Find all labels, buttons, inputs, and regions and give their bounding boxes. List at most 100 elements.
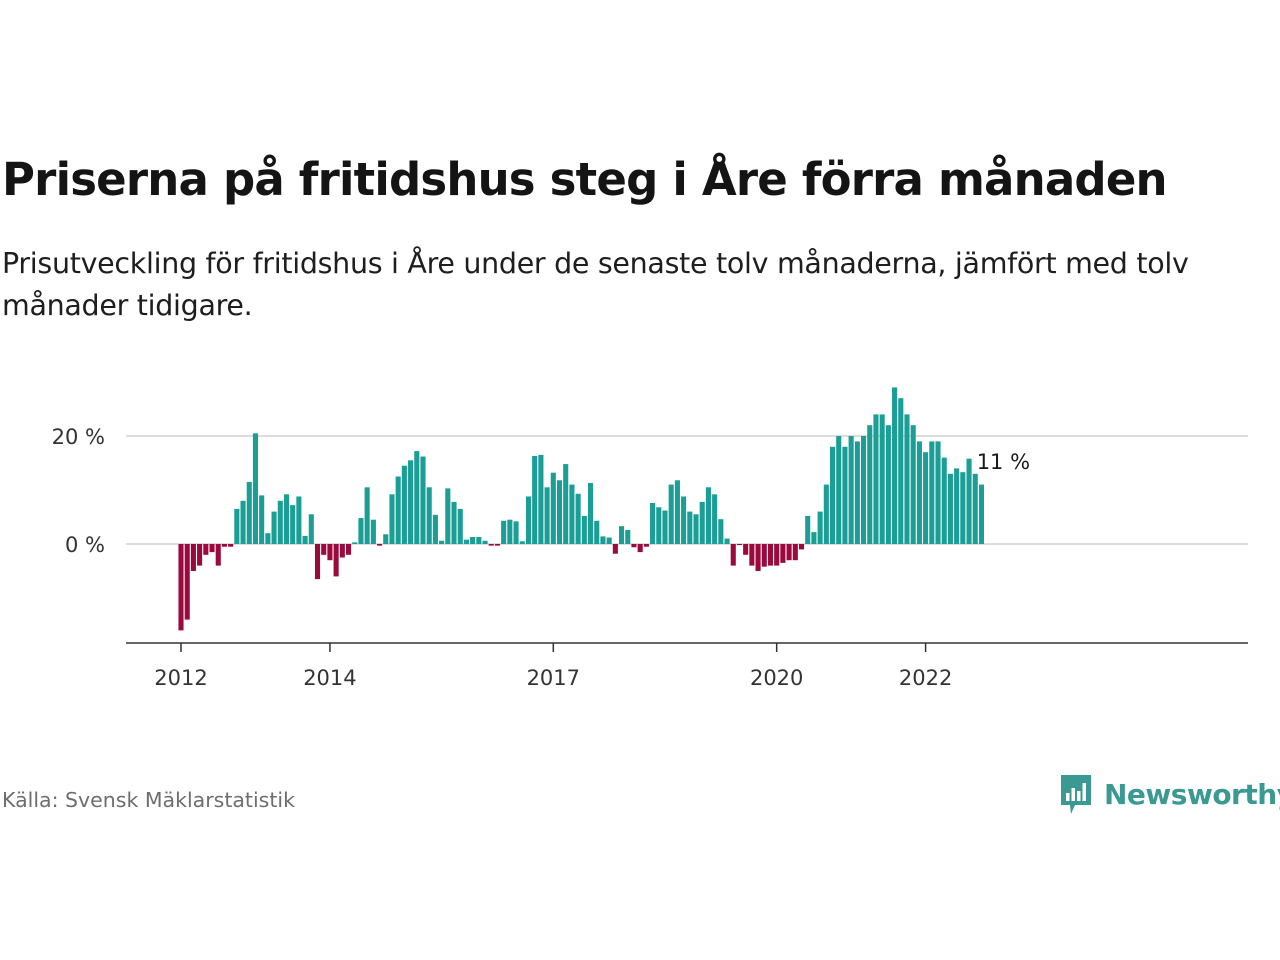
bar — [867, 425, 873, 544]
bar — [563, 464, 569, 544]
bar — [532, 455, 538, 544]
bar — [774, 544, 780, 566]
bar — [892, 387, 898, 544]
bar — [712, 494, 718, 544]
x-tick-label: 2012 — [154, 666, 207, 690]
bar — [339, 544, 345, 558]
bar — [333, 544, 339, 577]
bar — [414, 451, 420, 544]
newsworthy-chart-bubble-icon — [1061, 775, 1091, 814]
bar — [910, 425, 916, 544]
chart-title: Priserna på fritidshus steg i Åre förra … — [2, 153, 1168, 206]
bar — [494, 544, 500, 546]
bar — [271, 511, 277, 544]
chart-subtitle: Prisutveckling för fritidshus i Åre unde… — [2, 247, 1189, 322]
bar — [687, 511, 693, 544]
bar — [395, 476, 401, 544]
bar — [302, 535, 308, 544]
bar — [277, 500, 283, 544]
bar — [817, 511, 823, 544]
bar — [544, 487, 550, 544]
bar — [470, 536, 476, 544]
bar — [228, 544, 234, 547]
bar — [197, 544, 203, 566]
bar — [259, 495, 265, 544]
bar — [811, 532, 817, 544]
bar — [488, 544, 494, 546]
last-value-label: 11 % — [977, 450, 1030, 474]
newsworthy-logo[interactable]: Newsworthy — [1058, 772, 1280, 818]
bar — [314, 544, 321, 580]
bar — [643, 544, 649, 547]
bar-chart-svg: 0 % 20 % 2012 2014 2017 2020 2022 11 % — [52, 387, 1248, 690]
bar — [439, 540, 445, 544]
bar — [451, 501, 457, 544]
labels: 0 % 20 % 2012 2014 2017 2020 2022 11 % — [52, 425, 1030, 690]
bar — [705, 487, 711, 544]
bar — [612, 544, 618, 554]
bar — [203, 544, 209, 555]
bar — [265, 533, 271, 544]
bar — [724, 538, 730, 544]
bar — [358, 518, 364, 544]
bar — [674, 480, 680, 544]
bar — [426, 487, 432, 544]
bar — [377, 544, 383, 546]
newsworthy-logo-text: Newsworthy — [1104, 778, 1280, 811]
bar — [631, 544, 637, 548]
bar — [947, 473, 953, 544]
bar — [786, 544, 792, 561]
bar — [929, 441, 935, 544]
x-axis — [126, 642, 1248, 652]
bar — [556, 480, 563, 544]
bar — [408, 460, 414, 544]
bar — [798, 544, 805, 550]
bar — [445, 488, 451, 544]
bar — [215, 544, 221, 566]
x-tick-label: 2017 — [527, 666, 580, 690]
bar — [209, 544, 215, 553]
bar — [463, 539, 469, 544]
bar — [873, 414, 879, 544]
bar — [923, 452, 929, 544]
bar — [681, 496, 687, 544]
bar — [457, 508, 463, 544]
bar — [525, 496, 532, 544]
bar — [755, 544, 761, 571]
bar — [836, 436, 842, 544]
bar — [966, 458, 972, 544]
bar — [327, 544, 333, 561]
x-tick-label: 2014 — [303, 666, 356, 690]
bar — [482, 540, 488, 544]
bar — [916, 441, 922, 544]
bar — [587, 482, 594, 544]
bar — [432, 514, 438, 544]
bar — [668, 484, 674, 544]
bar — [941, 457, 947, 544]
bar — [476, 536, 482, 544]
bar — [370, 519, 376, 544]
bar — [246, 481, 252, 544]
bar — [879, 414, 885, 544]
bar — [749, 544, 755, 566]
bar — [972, 473, 978, 544]
bar — [308, 514, 314, 544]
bar — [935, 441, 941, 544]
bar — [978, 484, 984, 544]
bar — [829, 446, 836, 544]
bar — [637, 544, 643, 553]
bar — [693, 514, 699, 544]
bar — [420, 456, 426, 544]
bar — [600, 536, 606, 544]
bar — [761, 544, 767, 567]
bar — [848, 436, 854, 544]
bar — [321, 544, 327, 555]
bar — [656, 507, 662, 544]
bar — [960, 472, 966, 544]
bar — [190, 544, 196, 571]
bar — [352, 542, 358, 544]
bar — [383, 534, 389, 544]
bar — [842, 446, 848, 544]
bar-chart: 0 % 20 % 2012 2014 2017 2020 2022 11 % — [0, 370, 1280, 700]
bar — [780, 544, 786, 563]
